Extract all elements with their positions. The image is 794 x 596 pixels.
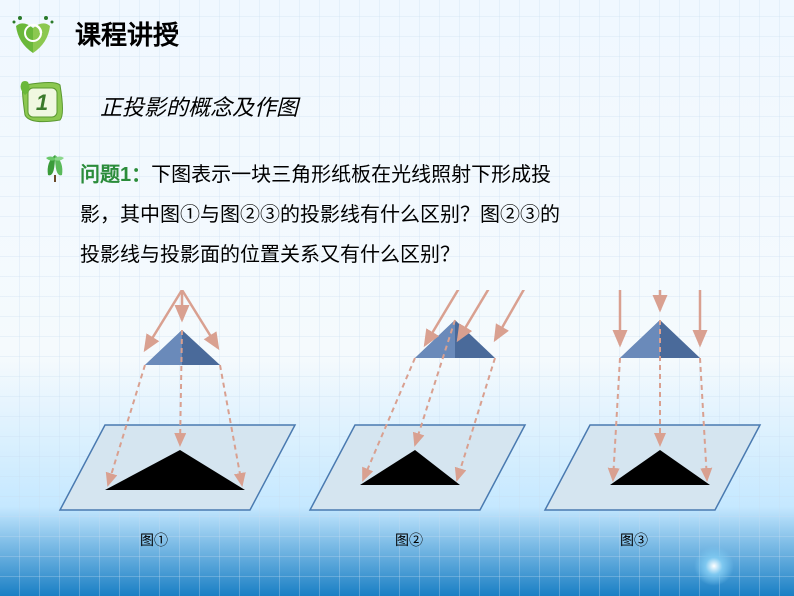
diagram-label-3: 图③	[620, 530, 648, 550]
page-title: 课程讲授	[75, 15, 179, 52]
diagram-2	[310, 290, 535, 510]
section-subtitle: 正投影的概念及作图	[100, 90, 298, 122]
question-line1: 下图表示一块三角形纸板在光线照射下形成投	[151, 164, 551, 186]
logo-icon	[8, 8, 58, 58]
diagram-label-2: 图②	[395, 530, 423, 550]
diagram-3	[545, 290, 760, 510]
leaf-icon	[38, 150, 73, 185]
question-line2: 影，其中图①与图②③的投影线有什么区别？图②③的	[80, 204, 560, 226]
projection-diagrams	[50, 290, 770, 540]
diagram-1	[60, 290, 295, 510]
question-line3: 投影线与投影面的位置关系又有什么区别？	[80, 244, 460, 266]
question-text: 问题1：下图表示一块三角形纸板在光线照射下形成投 影，其中图①与图②③的投影线有…	[80, 155, 730, 275]
svg-text:1: 1	[36, 90, 48, 115]
flare-decoration	[694, 546, 734, 586]
section-number-icon: 1	[20, 80, 65, 125]
diagram-label-1: 图①	[140, 530, 168, 550]
question-label: 问题1：	[80, 164, 151, 186]
